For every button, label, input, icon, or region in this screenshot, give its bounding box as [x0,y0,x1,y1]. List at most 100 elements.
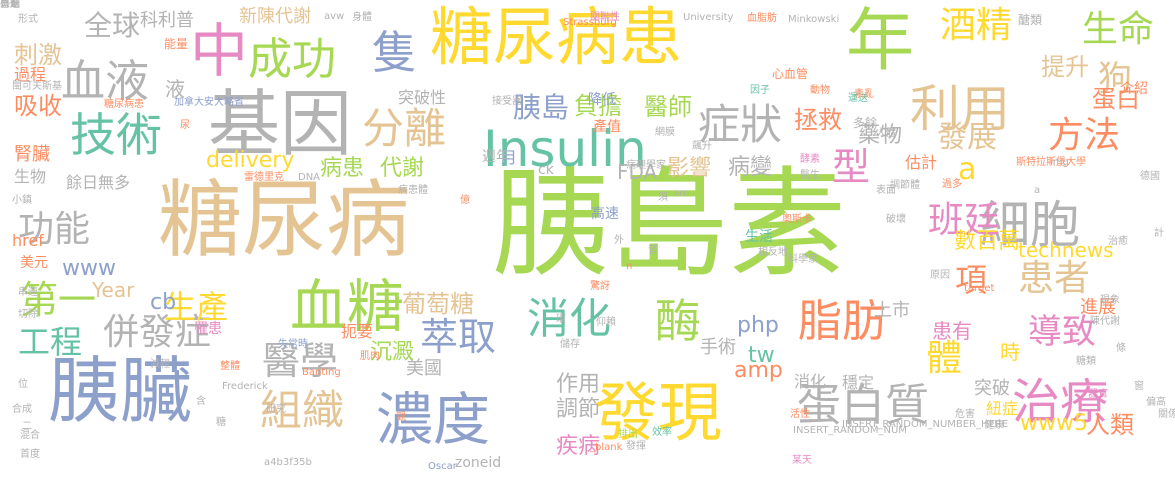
cloud-word: 位 [18,379,28,390]
cloud-word: 須 [658,192,668,203]
cloud-word: 胰島素 [492,155,847,293]
cloud-word: 素亂 [854,89,874,100]
cloud-word: 中 [190,17,249,85]
cloud-word: 計 [1154,228,1164,239]
cloud-word: 罹患 [194,321,222,337]
cloud-word: 症狀 [698,100,783,149]
cloud-word: 科利普 [140,10,194,31]
cloud-word: 月 [501,148,518,167]
cloud-word: 尿 [180,120,190,131]
cloud-word: 億 [460,195,470,206]
cloud-word: 治癒 [1108,236,1128,247]
cloud-word: 豪華 [0,0,20,10]
cloud-word: 消化 [527,294,612,343]
cloud-word: 雷德里克 [244,172,284,183]
cloud-word: 某天 [792,455,812,466]
cloud-word: 患者 [1018,258,1091,299]
cloud-word: 葡萄糖 [402,290,474,318]
cloud-word: 醫生 [800,170,820,181]
cloud-word: avw [324,11,345,22]
cloud-word: delivery [206,148,295,173]
cloud-word: www5 [1020,411,1088,436]
cloud-word: 能量 [164,37,189,51]
cloud-word: 紐症 [986,399,1019,418]
cloud-word: 脂肪 [798,296,886,347]
cloud-word: 作用 [556,372,601,397]
cloud-word: 患有 [932,319,972,343]
cloud-word: 型 [832,145,871,189]
cloud-word: ck [538,162,554,178]
cloud-word: 血糖 [290,274,404,340]
cloud-word: 病患 [320,156,365,181]
cloud-word: 突破性 [398,88,447,107]
cloud-word: 腎臟 [14,144,50,165]
cloud-word: 首度 [20,449,40,460]
cloud-word: 利用 [910,80,1010,138]
cloud-word: target [964,283,995,294]
cloud-word: 成功 [248,34,336,85]
cloud-word: 全球 [84,9,141,42]
cloud-word: zoneid [455,455,502,471]
cloud-word: 技術 [70,108,162,162]
cloud-word: 手術 [700,337,736,358]
cloud-word: 調節體 [890,180,920,191]
cloud-word: University [683,12,734,23]
cloud-word: 普遍 [0,0,20,10]
cloud-word: FDA [617,160,658,184]
cloud-word: 負擔 [574,92,622,120]
cloud-word: 吸收 [14,92,62,120]
cloud-word: 體 [926,338,963,379]
cloud-word: 糖類 [1076,356,1096,367]
cloud-word: 消化 [794,372,827,391]
cloud-word: 影響 [667,156,712,181]
cloud-word: 生產 [164,288,229,326]
cloud-word: 導致 [1028,312,1096,352]
cloud-word: 醫學 [262,339,339,383]
cloud-word: 項 [955,261,988,299]
cloud-word: 數百萬 [954,229,1021,254]
cloud-word: 儲存 [560,339,580,350]
cloud-word: 切除 [18,309,38,320]
cloud-word: 提升 [1041,53,1089,81]
cloud-word: 飆升 [692,141,712,152]
cloud-word: href [12,231,44,250]
cloud-word: tw [748,343,775,368]
cloud-word: Insulin [483,120,647,178]
cloud-word: 肌肉 [360,351,380,362]
cloud-word: 高速 [591,206,619,222]
cloud-word: 第一 [20,278,97,322]
cloud-word: 生命 [1082,9,1155,50]
cloud-word: 過多 [942,179,962,190]
cloud-word: 工程 [18,323,83,361]
cloud-word: img [1050,157,1069,168]
cloud-word: 餘日無多 [66,173,131,192]
cloud-word: 估計 [905,153,938,172]
cloud-word: 發現 [594,377,722,451]
cloud-word: 發揮 [626,441,646,452]
cloud-word: Strassburg [563,17,617,28]
cloud-word: 多餘 [853,116,878,130]
cloud-word: 美元 [20,255,48,271]
cloud-word: Banting [302,367,341,378]
cloud-word: 刺激 [14,41,62,69]
cloud-word: 扼要 [341,322,374,341]
cloud-word: 表面 [876,185,896,196]
cloud-word: 奧斯卡 [782,214,812,225]
cloud-word: 人體 [876,128,896,139]
cloud-word: 週年 [482,149,510,165]
cloud-word: 產值 [593,119,621,135]
cloud-word: 整體 [220,361,240,372]
cloud-word: 班廷 [928,200,1001,241]
cloud-word: 代謝 [380,156,425,181]
cloud-word: Year [92,278,135,302]
cloud-word: 減輕 [150,359,170,370]
cloud-word: 環 [556,314,566,325]
cloud-word: 器官 [1088,389,1108,400]
cloud-word: 進展 [1080,297,1116,318]
cloud-word: 合成 [12,404,32,415]
cloud-word: 生活 [745,229,773,245]
cloud-word: 血液 [61,56,149,107]
cloud-word: 狗 [1098,59,1132,99]
cloud-word: 現象 [1100,295,1120,306]
